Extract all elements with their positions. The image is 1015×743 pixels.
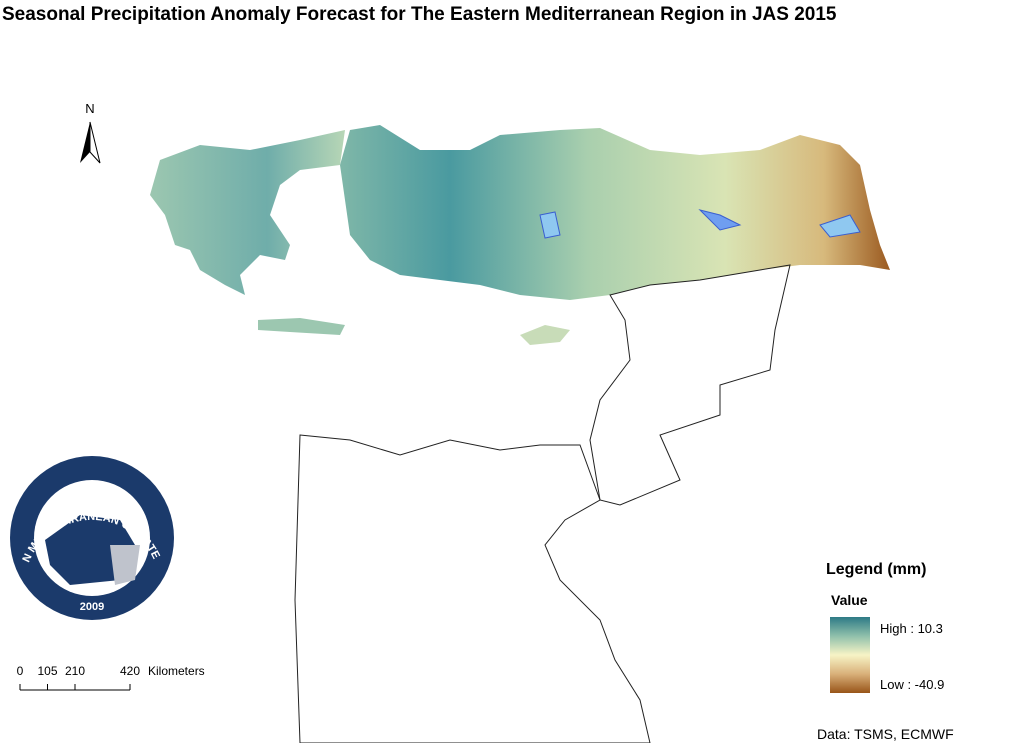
lake <box>698 209 742 231</box>
lake <box>819 214 861 238</box>
color-ramp <box>830 617 870 693</box>
legend-high: High : 10.3 <box>880 621 943 636</box>
crete <box>258 318 345 335</box>
scale-tick-label: 420 <box>120 664 140 678</box>
lake <box>539 211 561 239</box>
map-title: Seasonal Precipitation Anomaly Forecast … <box>2 4 837 25</box>
egypt <box>294 434 651 743</box>
cyprus <box>520 325 570 345</box>
scale-tick-label: 210 <box>65 664 85 678</box>
source: Data: TSMS, ECMWF <box>817 726 954 742</box>
scale-unit: Kilometers <box>148 664 205 678</box>
scale-tick-label: 105 <box>37 664 57 678</box>
legend-title: Legend (mm) <box>826 561 926 578</box>
logo-year: 2009 <box>80 601 104 613</box>
turkey <box>340 125 890 300</box>
north-label: N <box>85 101 94 116</box>
north-arrow: N <box>80 101 101 164</box>
scale-tick-label: 0 <box>17 664 24 678</box>
map <box>150 125 890 743</box>
legend-field: Value <box>831 592 868 608</box>
legend: Legend (mm) Value High : 10.3 Low : -40.… <box>826 561 944 693</box>
legend-low: Low : -40.9 <box>880 677 944 692</box>
logo: EASTERN MEDITERRANEAN CLIMATE CENTRE 200… <box>0 0 174 620</box>
levant-region <box>589 264 791 506</box>
scale-bar: 0 105 210 420 Kilometers <box>17 664 205 691</box>
greece <box>150 130 345 295</box>
